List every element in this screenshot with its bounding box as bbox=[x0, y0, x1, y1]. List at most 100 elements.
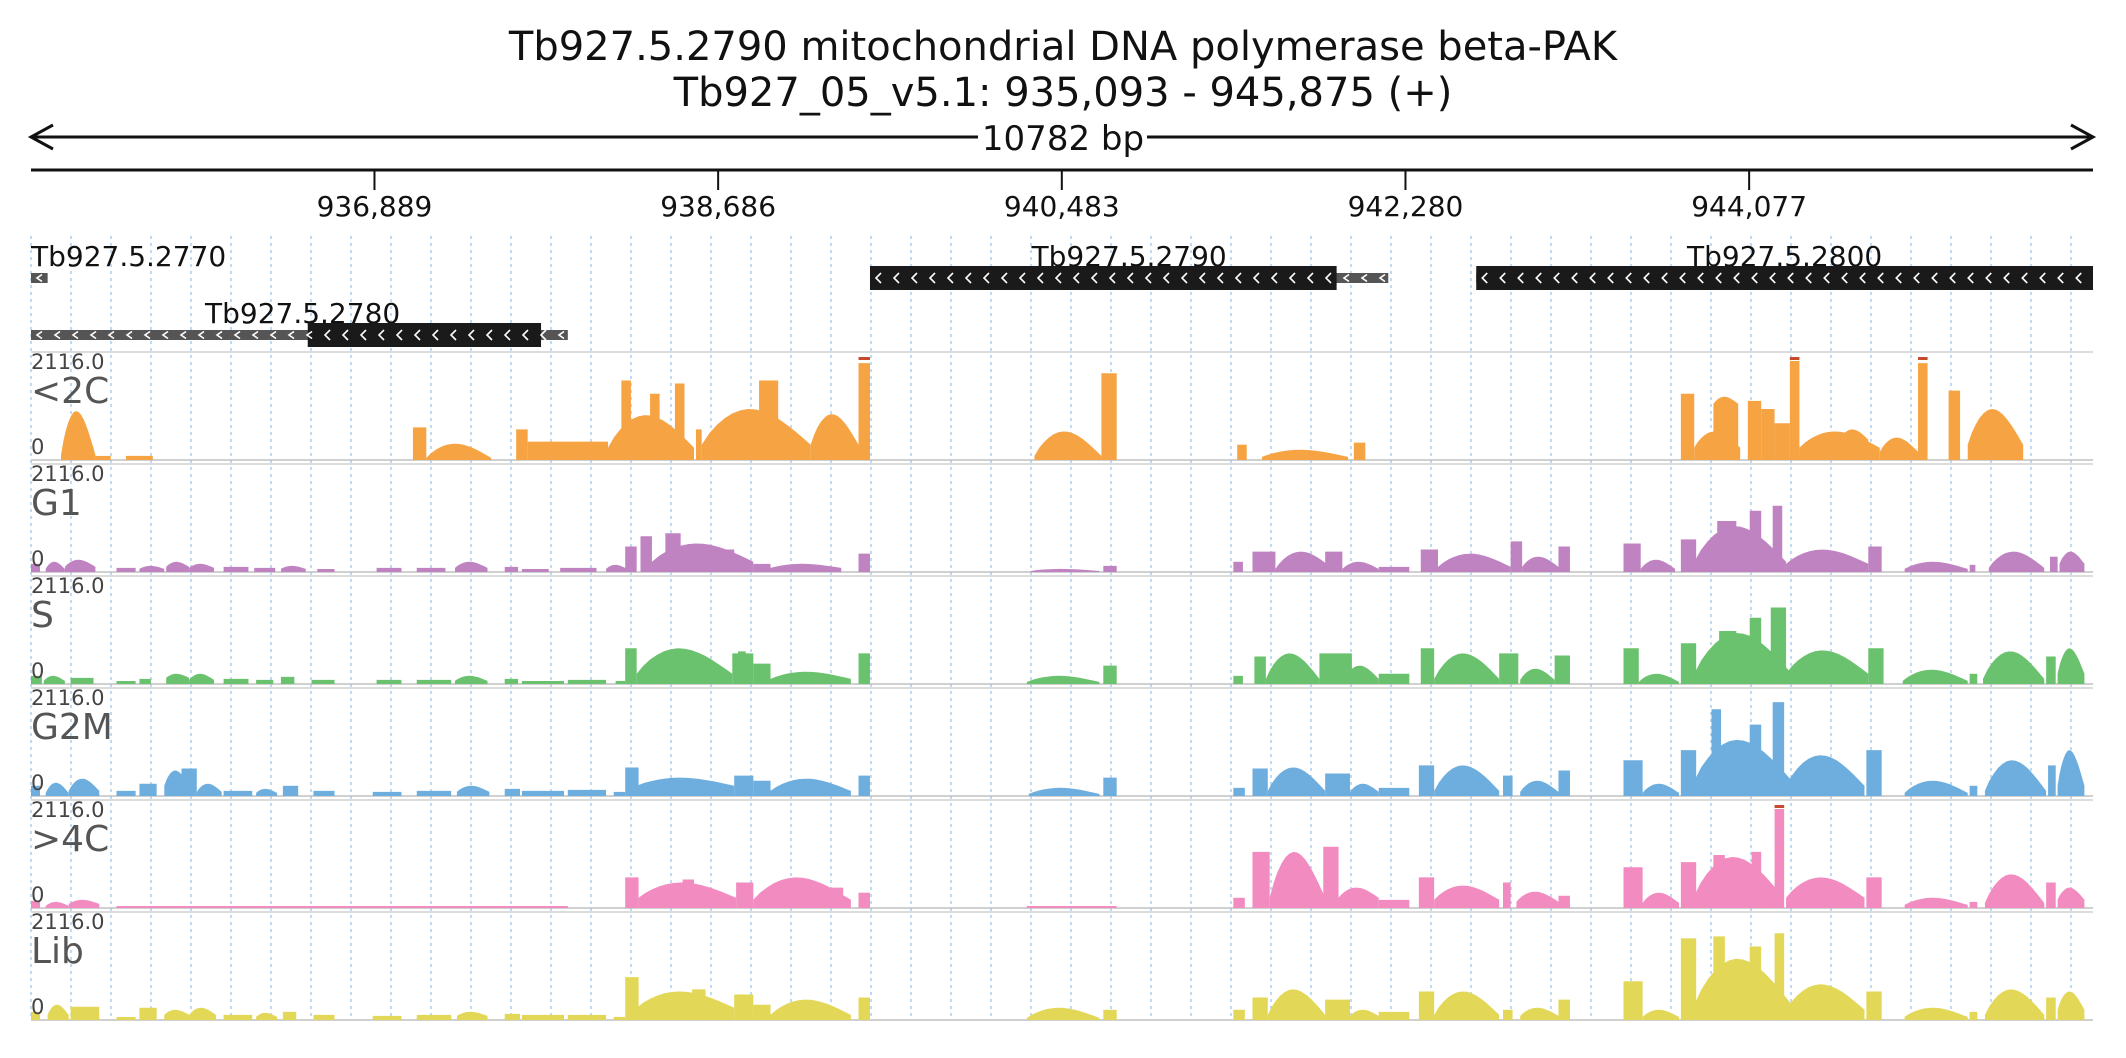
ruler-tick-label: 942,280 bbox=[1348, 190, 1464, 223]
coverage-bar bbox=[674, 383, 685, 460]
coverage-bar bbox=[1786, 984, 1865, 1020]
strand-chevron-icon bbox=[1625, 272, 1632, 284]
coverage-bar bbox=[1378, 1011, 1410, 1020]
coverage-track[interactable] bbox=[31, 463, 2093, 573]
coverage-bar bbox=[64, 559, 96, 572]
coverage-bar bbox=[31, 900, 40, 908]
coverage-track[interactable] bbox=[31, 575, 2093, 685]
coverage-bar bbox=[829, 887, 844, 908]
strand-chevron-icon bbox=[323, 329, 331, 341]
coverage-bar bbox=[1902, 669, 1968, 684]
coverage-bar bbox=[1499, 653, 1519, 684]
coverage-bar bbox=[1749, 946, 1762, 1020]
coverage-bar bbox=[68, 899, 100, 908]
coverage-bar bbox=[1640, 559, 1676, 572]
coverage-bar bbox=[1233, 1009, 1245, 1020]
ruler-tick-label: 936,889 bbox=[317, 190, 433, 223]
strand-chevron-icon bbox=[35, 330, 43, 340]
coverage-bar bbox=[1623, 867, 1643, 908]
coverage-bar bbox=[753, 877, 851, 908]
coverage-bar bbox=[1969, 564, 1976, 572]
coverage-bar bbox=[1520, 668, 1555, 684]
track-min-label: 0 bbox=[31, 771, 44, 795]
gene-cds[interactable] bbox=[869, 266, 1337, 290]
strand-chevron-icon bbox=[874, 272, 882, 284]
coverage-bar bbox=[770, 563, 842, 572]
coverage-bar bbox=[1262, 449, 1349, 460]
coverage-bar bbox=[1984, 989, 2045, 1020]
track-name-label: >4C bbox=[31, 819, 109, 860]
coverage-bar bbox=[1503, 1009, 1513, 1020]
coverage-bar bbox=[1420, 549, 1438, 572]
coverage-bar bbox=[567, 1014, 607, 1020]
coverage-bar bbox=[1252, 851, 1270, 908]
coverage-bar bbox=[1344, 665, 1379, 684]
strand-chevron-icon bbox=[1769, 272, 1776, 284]
track-max-label: 2116.0 bbox=[31, 798, 104, 822]
strand-chevron-icon bbox=[1108, 272, 1116, 284]
coverage-bar bbox=[1237, 444, 1247, 460]
span-length-label: 10782 bp bbox=[982, 119, 1144, 159]
coverage-bar bbox=[504, 566, 519, 572]
coverage-bar bbox=[1786, 877, 1865, 908]
coverage-bar bbox=[70, 1006, 100, 1020]
coverage-bar bbox=[1420, 648, 1435, 684]
strand-chevron-icon bbox=[1985, 272, 1992, 284]
coverage-bar bbox=[1984, 760, 2047, 796]
coverage-bar bbox=[1772, 702, 1785, 796]
coverage-bar bbox=[504, 1013, 521, 1020]
strand-chevron-icon bbox=[1715, 272, 1722, 284]
ruler-tick-label: 944,077 bbox=[1691, 190, 1807, 223]
coverage-bar bbox=[858, 892, 870, 908]
coverage-bar bbox=[70, 677, 94, 684]
coverage-bar bbox=[1554, 655, 1570, 684]
coverage-bar bbox=[139, 678, 151, 684]
coverage-track[interactable] bbox=[31, 687, 2093, 797]
strand-chevron-icon bbox=[449, 329, 457, 341]
coverage-bar bbox=[770, 778, 851, 796]
coverage-bar bbox=[1103, 565, 1117, 572]
coverage-bar bbox=[95, 455, 111, 460]
track-min-label: 0 bbox=[31, 883, 44, 907]
strand-chevron-icon bbox=[1733, 272, 1740, 284]
coverage-bar bbox=[116, 790, 136, 796]
gene-cds[interactable] bbox=[1476, 266, 2093, 290]
strand-chevron-icon bbox=[215, 330, 223, 340]
coverage-bar bbox=[1026, 905, 1117, 908]
strand-chevron-icon bbox=[2057, 272, 2064, 284]
coverage-track[interactable] bbox=[31, 911, 2093, 1021]
ruler-tick-label: 938,686 bbox=[660, 190, 776, 223]
strand-chevron-icon bbox=[341, 329, 349, 341]
gene-label: Tb927.5.2770 bbox=[30, 240, 226, 273]
coverage-bar bbox=[560, 567, 597, 572]
coverage-bar bbox=[640, 536, 652, 572]
strand-chevron-icon bbox=[910, 272, 918, 284]
coverage-track[interactable] bbox=[31, 351, 2093, 461]
coverage-bar bbox=[1866, 877, 1882, 908]
strand-chevron-icon bbox=[53, 330, 61, 340]
coverage-bar bbox=[189, 1007, 216, 1020]
gene-cds[interactable] bbox=[307, 323, 542, 347]
coverage-bar bbox=[1969, 673, 1978, 684]
strand-chevron-icon bbox=[143, 330, 151, 340]
coverage-bar bbox=[31, 675, 42, 684]
coverage-bar bbox=[521, 1014, 564, 1020]
gene-utr[interactable] bbox=[31, 273, 48, 283]
gene-utr[interactable] bbox=[31, 330, 568, 340]
coverage-bar bbox=[45, 782, 69, 796]
coverage-bar bbox=[770, 671, 851, 684]
coverage-bar bbox=[665, 533, 681, 572]
coverage-bar bbox=[736, 882, 754, 908]
strand-chevron-icon bbox=[2021, 272, 2028, 284]
strand-chevron-icon bbox=[1180, 272, 1188, 284]
coverage-bar bbox=[1717, 521, 1737, 572]
coverage-bar bbox=[1252, 551, 1276, 572]
strand-chevron-icon bbox=[305, 330, 313, 340]
coverage-bar bbox=[1378, 673, 1410, 684]
coverage-track[interactable] bbox=[31, 799, 2093, 909]
coverage-bar bbox=[1868, 546, 1882, 572]
coverage-bar bbox=[1342, 561, 1379, 572]
coverage-overflow-mark bbox=[1774, 805, 1785, 808]
coverage-bar bbox=[516, 429, 528, 460]
